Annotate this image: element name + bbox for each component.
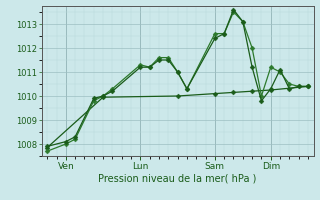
X-axis label: Pression niveau de la mer( hPa ): Pression niveau de la mer( hPa ) — [99, 173, 257, 183]
